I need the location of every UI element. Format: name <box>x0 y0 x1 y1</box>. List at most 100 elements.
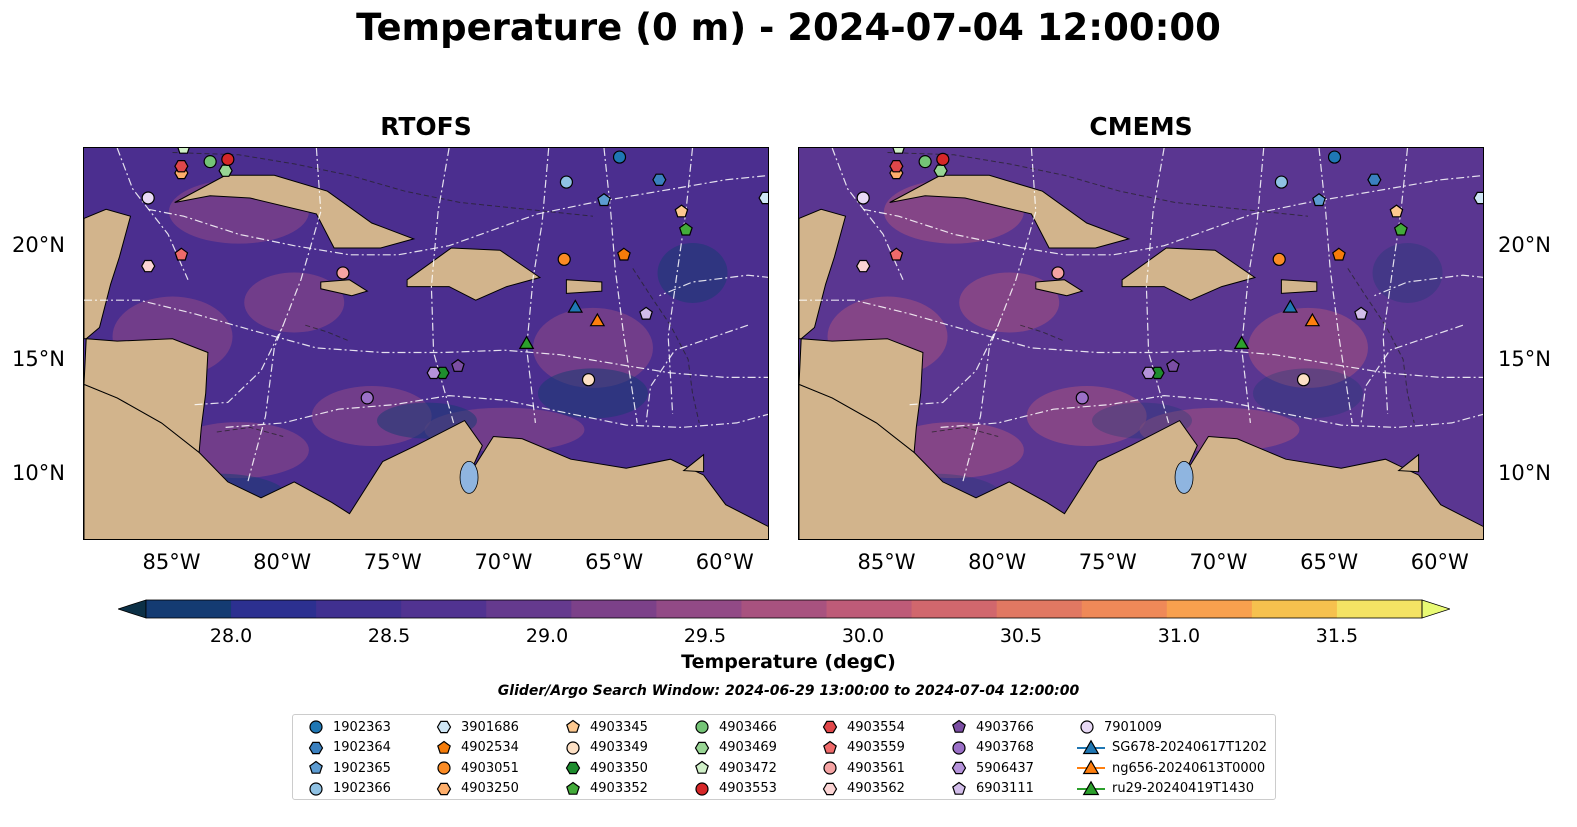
legend-label: SG678-20240617T1202 <box>1112 740 1268 755</box>
legend-marker-4903561 <box>823 761 837 775</box>
colorbar-segment <box>996 600 1083 618</box>
legend-symbol <box>437 740 451 754</box>
legend-marker-5906437 <box>951 761 967 775</box>
marker-4903472 <box>892 148 905 154</box>
legend-symbol <box>952 781 966 795</box>
legend-label: 4903466 <box>719 719 777 735</box>
legend-item: 4903561 <box>819 758 905 778</box>
figure-title: Temperature (0 m) - 2024-07-04 12:00:00 <box>356 6 1221 49</box>
sst-warm-patch <box>244 272 345 333</box>
colorbar-segment <box>911 600 998 618</box>
legend-item: 4903349 <box>562 738 648 758</box>
legend-marker-4903250 <box>436 782 452 795</box>
legend-label: 1902364 <box>333 740 391 755</box>
marker-4903554 <box>889 160 904 173</box>
marker-ru29-20240419T1430 <box>1233 335 1250 349</box>
legend-label: 4903051 <box>461 760 519 776</box>
marker-4903768 <box>360 391 374 405</box>
colorbar-segment <box>231 600 317 618</box>
sst-cool-patch <box>1372 242 1443 303</box>
legend-label: 1902366 <box>333 781 391 796</box>
legend-item: ng656-20240613T0000 <box>1076 758 1265 778</box>
legend-item: 4903352 <box>562 779 648 799</box>
legend-item: 4903768 <box>948 738 1034 758</box>
marker-4903768 <box>1075 391 1089 405</box>
legend-label: 4903559 <box>847 740 905 755</box>
land-mass <box>84 383 768 539</box>
colorbar-segment <box>741 600 828 618</box>
y-tick-right-15n: 15°N <box>1498 347 1551 371</box>
legend-label: 5906437 <box>976 760 1034 776</box>
legend-item: 1902365 <box>305 758 391 778</box>
legend-symbol <box>309 760 323 774</box>
marker-4902534 <box>617 247 631 261</box>
marker-1902363 <box>1327 150 1342 164</box>
legend-symbol <box>822 720 838 734</box>
legend-item: 4903562 <box>819 779 905 799</box>
legend-symbol <box>308 741 324 754</box>
x-tick-rtofs-75W: 75°W <box>363 550 422 574</box>
legend-symbol <box>695 720 709 734</box>
legend-label: 4903553 <box>719 781 777 796</box>
colorbar-tick-30.0: 30.0 <box>841 625 885 647</box>
marker-4903466 <box>918 155 932 169</box>
legend-label: ng656-20240613T0000 <box>1112 760 1266 776</box>
legend-marker-1902363 <box>309 720 323 734</box>
colorbar-tick-28.5: 28.5 <box>367 625 411 647</box>
marker-4903469 <box>218 164 233 177</box>
marker-4903469 <box>933 164 948 177</box>
legend-item: 4903250 <box>433 779 519 799</box>
land-mass <box>1280 279 1318 294</box>
x-tick-rtofs-60W: 60°W <box>695 550 754 574</box>
colorbar-segment <box>1251 600 1338 618</box>
y-tick-right-20n: 20°N <box>1498 233 1551 257</box>
legend-marker-4903349 <box>566 740 580 755</box>
legend-symbol <box>952 740 966 755</box>
marker-SG678-20240617T1202 <box>1282 299 1299 313</box>
legend-label: 6903111 <box>976 781 1034 796</box>
map-svg-rtofs <box>84 148 768 539</box>
legend-item: 4902534 <box>433 738 519 758</box>
legend-marker-7901009 <box>1080 720 1094 734</box>
legend-symbol <box>823 740 837 754</box>
legend-marker-ru29-20240419T1430 <box>1077 780 1105 795</box>
land-mass <box>565 279 603 294</box>
legend-marker-4903554 <box>822 720 838 734</box>
legend-symbol <box>1082 739 1100 754</box>
colorbar-segment <box>1336 600 1423 618</box>
marker-4903345 <box>1389 204 1404 218</box>
legend-symbol <box>823 761 837 775</box>
legend-symbol <box>566 781 580 795</box>
legend-symbol <box>1082 780 1100 795</box>
legend-label: 4903345 <box>590 719 648 735</box>
colorbar-segment <box>826 600 913 618</box>
colorbar-segment <box>656 600 742 618</box>
eez-boundary <box>667 148 694 414</box>
colorbar-segment <box>146 600 232 618</box>
legend-symbol <box>309 720 323 734</box>
colorbar-segment <box>1166 600 1253 618</box>
legend-item: SG678-20240617T1202 <box>1076 738 1267 758</box>
marker-ng656-20240613T0000 <box>589 312 606 327</box>
x-tick-cmems-80W: 80°W <box>968 550 1027 574</box>
bathymetry-contour <box>887 152 1309 217</box>
land-mass <box>799 208 847 340</box>
colorbar-extend-low <box>118 599 147 619</box>
marker-5906437 <box>1141 366 1156 380</box>
legend-symbol <box>822 782 838 795</box>
legend-marker-4903562 <box>822 782 838 795</box>
marker-4903559 <box>889 247 904 261</box>
legend-marker-1902365 <box>309 760 323 774</box>
marker-4903562 <box>856 259 871 273</box>
lake-maracaibo <box>459 460 479 494</box>
colorbar <box>118 599 1450 619</box>
legend-marker-4903553 <box>695 781 709 796</box>
land-mass <box>682 453 705 473</box>
legend-label: 1902365 <box>333 760 391 776</box>
land-mass <box>174 174 416 249</box>
legend-symbol <box>566 719 580 733</box>
marker-4903051 <box>557 252 571 266</box>
legend-symbol <box>951 761 967 775</box>
legend-marker-3901686 <box>436 720 452 734</box>
eez-boundary <box>1374 274 1483 297</box>
